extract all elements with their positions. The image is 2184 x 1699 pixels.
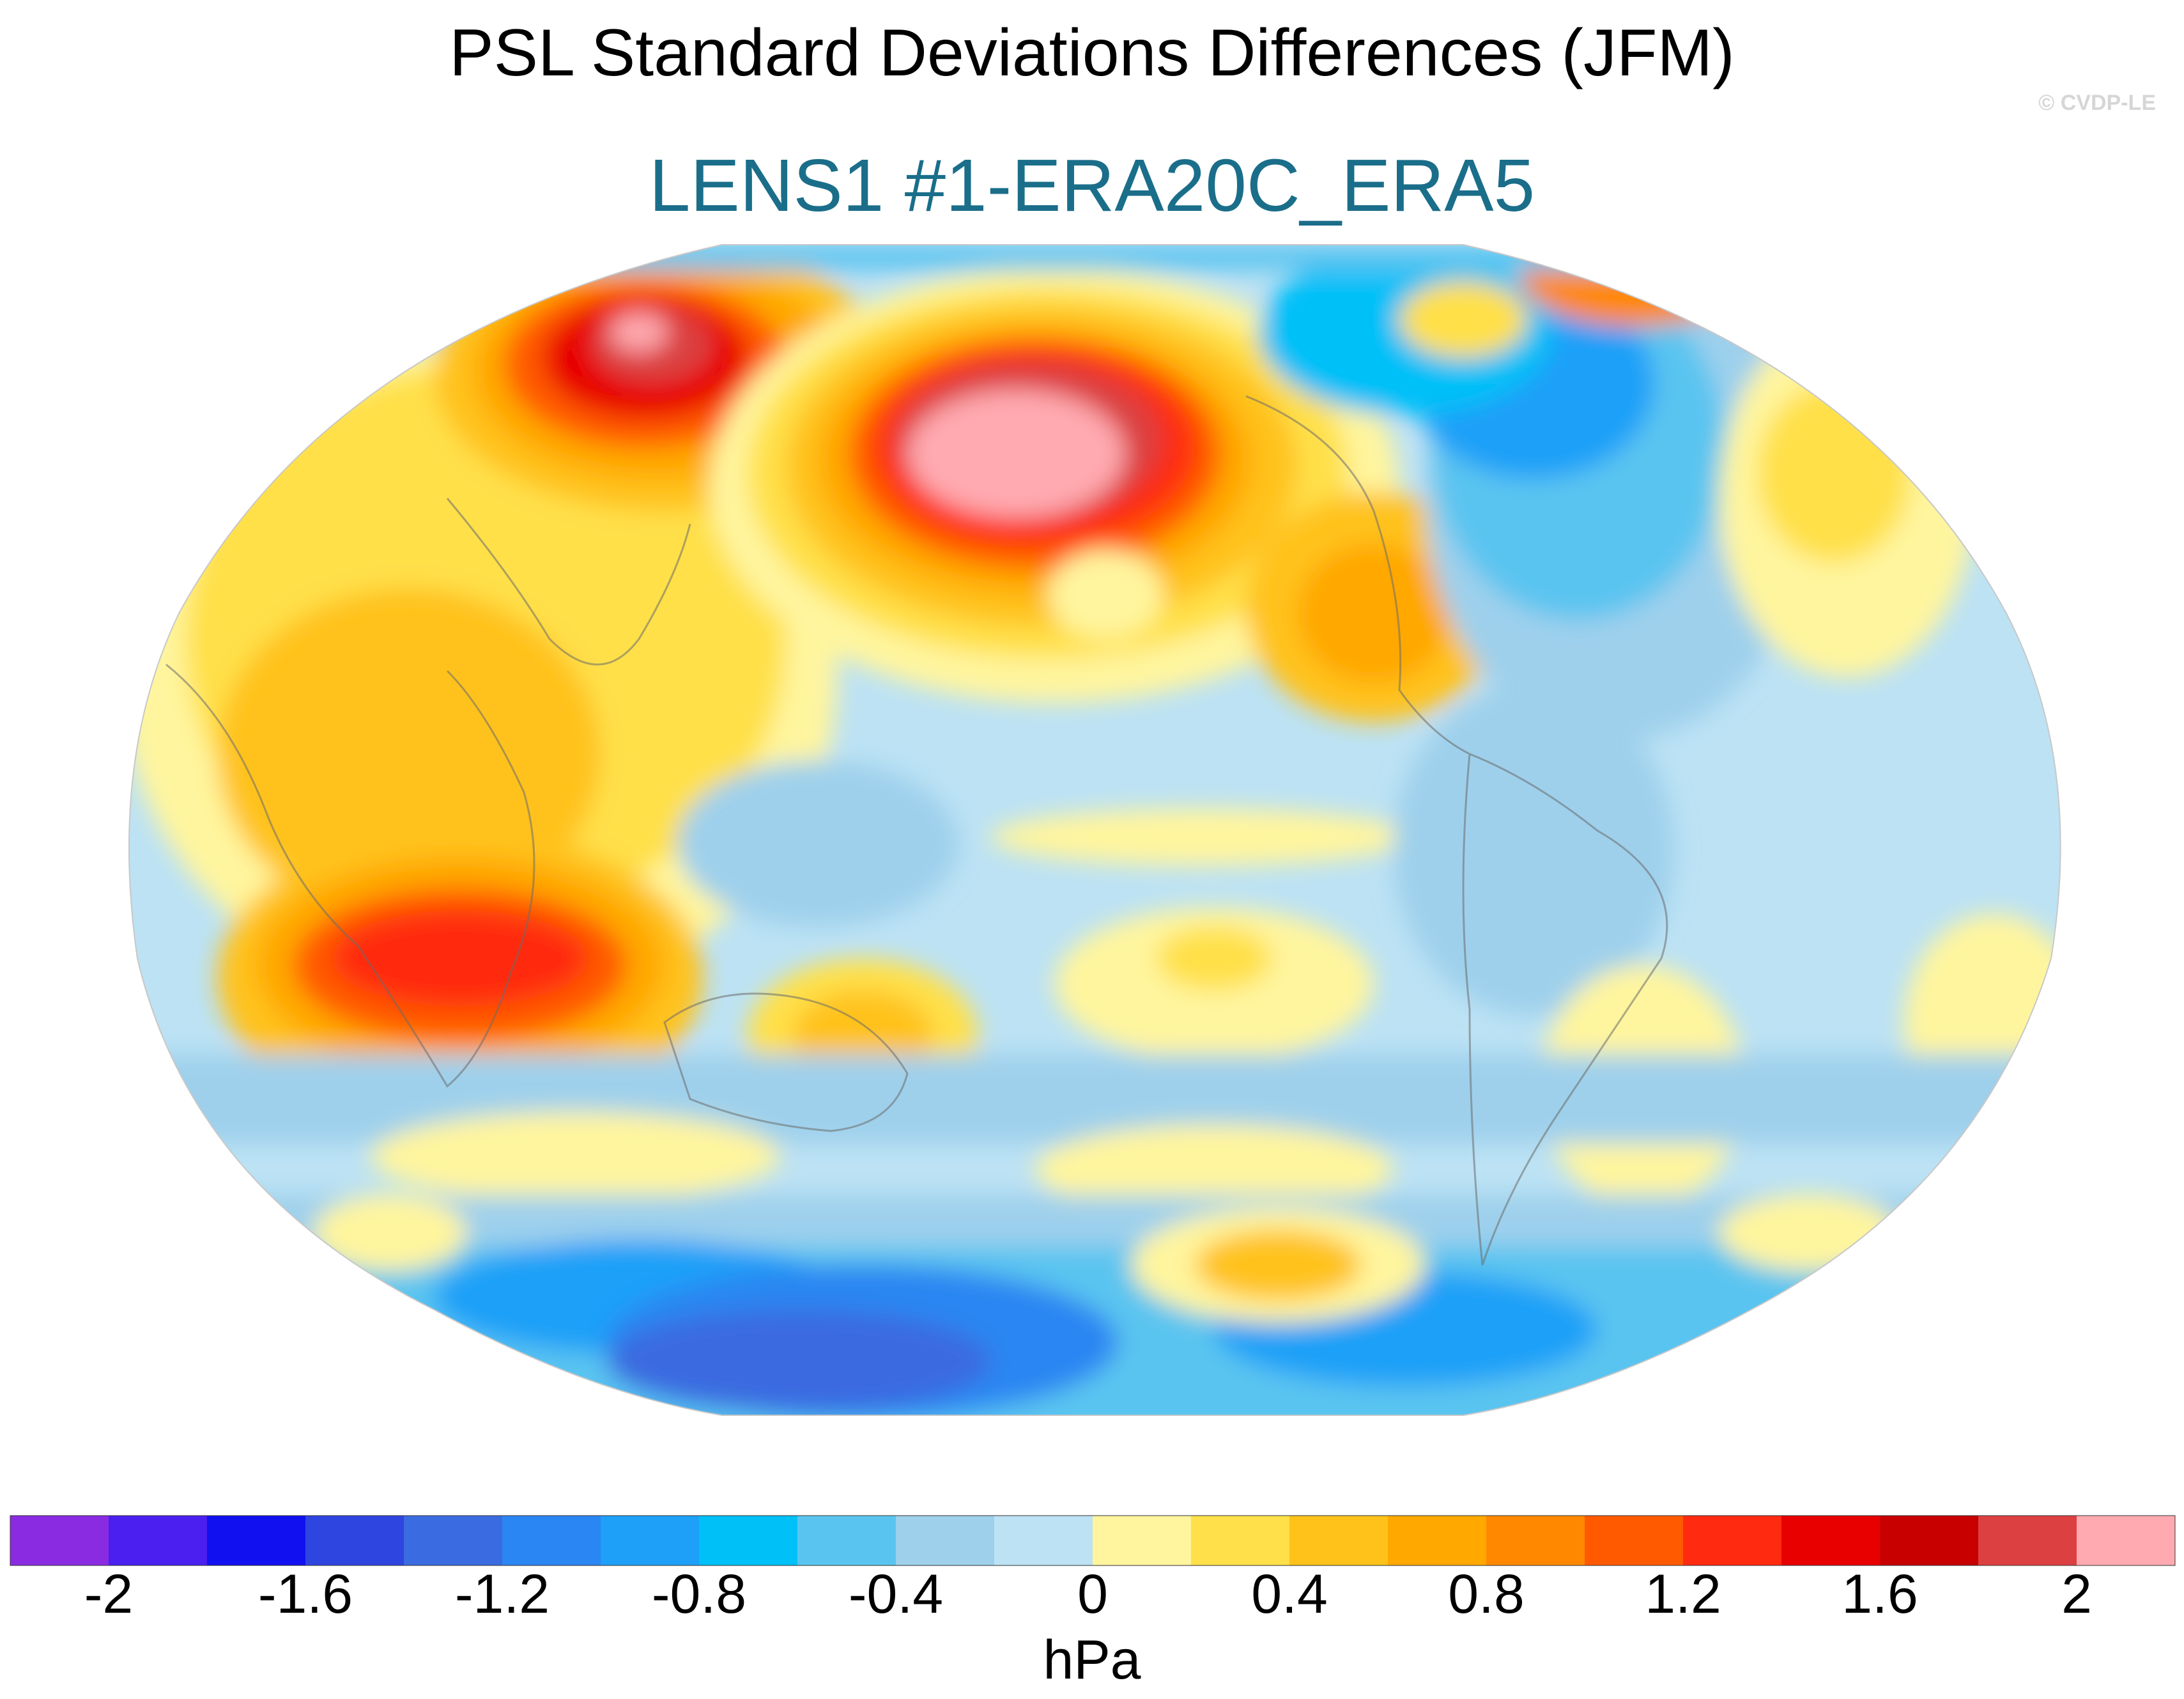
colorbar-swatch	[699, 1516, 798, 1565]
map-title: PSL Standard Deviations Differences (JFM…	[449, 16, 1735, 90]
colorbar-swatch	[207, 1516, 306, 1565]
map-subtitle: LENS1 #1-ERA20C_ERA5	[649, 144, 1535, 227]
indian-ocean-max	[332, 911, 588, 1006]
colorbar-tick-label: -2	[84, 1564, 134, 1625]
colorbar-swatch	[1880, 1516, 1979, 1565]
colorbar-swatch	[1289, 1516, 1388, 1565]
colorbar-tick-label: -0.4	[848, 1564, 944, 1625]
colorbar-swatch	[1486, 1516, 1585, 1565]
so-positive-2	[1035, 1125, 1393, 1214]
tropical-pacific-positive	[990, 808, 1412, 866]
credit-label: © CVDP-LE	[2038, 91, 2156, 115]
npac-hole	[1048, 550, 1163, 639]
namerica-positive-2	[1297, 543, 1450, 684]
north-america-coast	[1245, 395, 1470, 755]
colorbar-swatch	[502, 1516, 601, 1565]
antarctic-neg-3	[607, 1310, 990, 1412]
colorbar-tick-label: -1.2	[454, 1564, 550, 1625]
ne-corner-positive	[1521, 245, 1751, 326]
spac-positive-2	[1157, 926, 1272, 990]
colorbar-swatch	[109, 1516, 208, 1565]
so-band-1	[128, 1054, 2061, 1144]
colorbar-swatch	[1781, 1516, 1880, 1565]
africa-coast	[165, 663, 535, 1088]
colorbar-swatch	[1093, 1516, 1192, 1565]
south-america-coast	[1462, 752, 1668, 1266]
arctic-top	[128, 245, 2061, 270]
colorbar-swatch	[1388, 1516, 1487, 1565]
colorbar-swatch	[404, 1516, 503, 1565]
colorbar-swatch	[994, 1516, 1093, 1565]
colorbar-swatch	[1191, 1516, 1290, 1565]
colorbar-swatch	[305, 1516, 404, 1565]
colorbar-tick-label: 1.6	[1842, 1564, 1918, 1625]
australia-coast	[663, 992, 909, 1132]
wpac-negative	[677, 760, 958, 926]
map-border	[128, 244, 2061, 1416]
so-positive-1	[371, 1112, 780, 1201]
colorbar-swatch	[1683, 1516, 1782, 1565]
colorbar-units: hPa	[1043, 1629, 1141, 1691]
colorbar-swatch	[601, 1516, 700, 1565]
coastlines	[165, 395, 1668, 1266]
npac-peak	[907, 390, 1125, 518]
colorbar-swatch	[1978, 1516, 2077, 1565]
colorbar-tick-label: 0	[1077, 1564, 1108, 1625]
so-positive-4	[1719, 1195, 1898, 1272]
so-positive-3	[313, 1195, 466, 1272]
colorbar-tick-label: 0.8	[1448, 1564, 1525, 1625]
colorbar-tick-label: 1.2	[1645, 1564, 1721, 1625]
colorbar-swatch	[797, 1516, 896, 1565]
asia-coast	[446, 498, 691, 666]
europe-peak-core	[610, 313, 668, 351]
colorbar-swatch	[896, 1516, 995, 1565]
colorbar-tick-label: 2	[2061, 1564, 2092, 1625]
colorbar-swatch	[10, 1516, 109, 1565]
colorbar-tick-label: 0.4	[1251, 1564, 1328, 1625]
colorbar-border	[10, 1515, 2176, 1566]
colorbar-swatch	[1585, 1516, 1684, 1565]
colorbar	[10, 1515, 2176, 1566]
colorbar-swatch	[2077, 1516, 2176, 1565]
antarctic-positive-2	[1195, 1230, 1361, 1300]
colorbar-tick-label: -1.6	[258, 1564, 353, 1625]
colorbar-tick-label: -0.8	[651, 1564, 747, 1625]
greenland-positive	[1399, 281, 1527, 358]
